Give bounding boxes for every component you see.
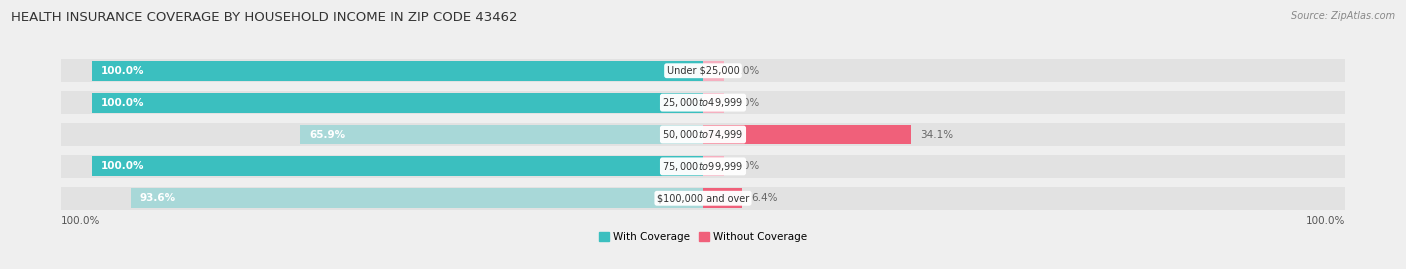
Bar [703,157,724,176]
Text: Under $25,000: Under $25,000 [666,66,740,76]
Bar [91,93,703,112]
Bar [703,188,742,208]
Legend: With Coverage, Without Coverage: With Coverage, Without Coverage [595,228,811,246]
Bar [703,61,724,81]
Bar [91,61,703,81]
Text: $50,000 to $74,999: $50,000 to $74,999 [662,128,744,141]
Text: Source: ZipAtlas.com: Source: ZipAtlas.com [1291,11,1395,21]
Text: 0.0%: 0.0% [734,66,759,76]
Text: $25,000 to $49,999: $25,000 to $49,999 [662,96,744,109]
Bar [299,125,703,144]
Text: 100.0%: 100.0% [60,216,100,226]
Text: 6.4%: 6.4% [751,193,778,203]
Text: 0.0%: 0.0% [734,98,759,108]
Bar [60,155,1346,178]
Text: 65.9%: 65.9% [309,129,346,140]
Bar [703,93,724,112]
Bar [60,59,1346,82]
Text: 100.0%: 100.0% [101,66,145,76]
Bar [60,187,1346,210]
Bar [60,91,1346,114]
Bar [703,125,911,144]
Text: 100.0%: 100.0% [101,98,145,108]
Text: 93.6%: 93.6% [141,193,176,203]
Text: 0.0%: 0.0% [734,161,759,171]
Text: $100,000 and over: $100,000 and over [657,193,749,203]
Bar [91,157,703,176]
Bar [60,123,1346,146]
Text: HEALTH INSURANCE COVERAGE BY HOUSEHOLD INCOME IN ZIP CODE 43462: HEALTH INSURANCE COVERAGE BY HOUSEHOLD I… [11,11,517,24]
Bar [131,188,703,208]
Text: 34.1%: 34.1% [921,129,953,140]
Text: $75,000 to $99,999: $75,000 to $99,999 [662,160,744,173]
Text: 100.0%: 100.0% [101,161,145,171]
Text: 100.0%: 100.0% [1306,216,1346,226]
